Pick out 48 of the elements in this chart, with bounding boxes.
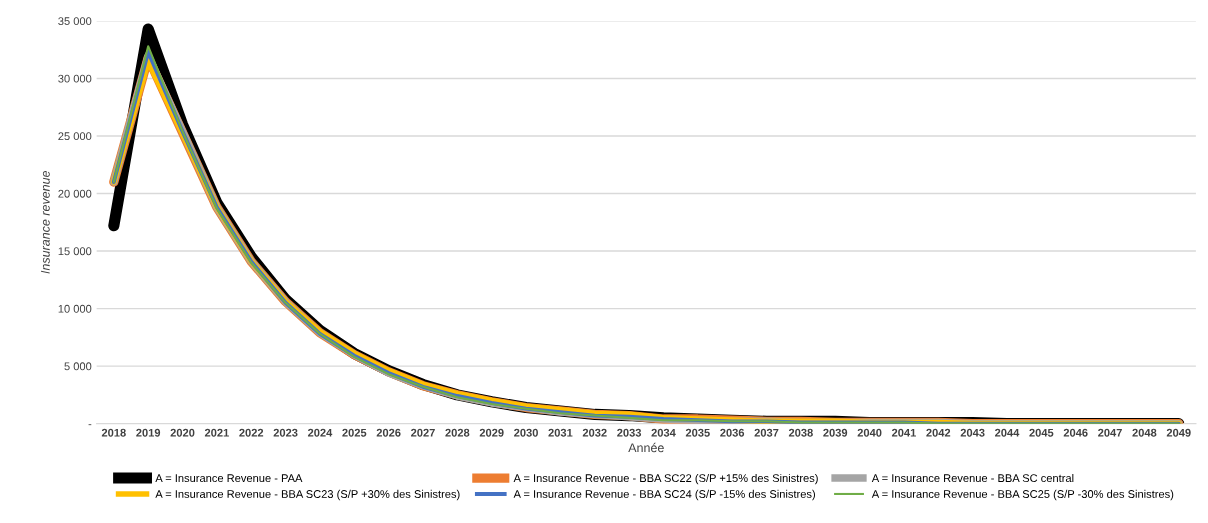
x-tick-label: 2045: [1029, 428, 1054, 437]
x-tick-label: 2030: [514, 428, 538, 437]
x-tick-label: 2027: [411, 428, 435, 437]
y-tick-label: 35 000: [58, 17, 92, 26]
x-tick-label: 2026: [376, 428, 401, 437]
x-tick-label: 2032: [582, 428, 607, 437]
x-tick-label: 2020: [170, 428, 195, 437]
y-axis-title: Insurance revenue: [41, 170, 50, 274]
x-tick-label: 2037: [754, 428, 779, 437]
x-tick-label: 2025: [342, 428, 367, 437]
x-tick-label: 2044: [995, 428, 1020, 437]
x-tick-label: 2028: [445, 428, 470, 437]
y-tick-label: 20 000: [58, 189, 92, 198]
x-tick-label: 2046: [1063, 428, 1088, 437]
legend-label: A = Insurance Revenue - BBA SC24 (S/P -15% des Sinistres): [513, 489, 815, 501]
x-tick-label: 2021: [204, 428, 229, 437]
y-tick-label: 30 000: [58, 74, 92, 83]
y-tick-label: 25 000: [58, 132, 92, 141]
x-tick-label: 2034: [651, 428, 676, 437]
x-tick-label: 2035: [685, 428, 710, 437]
legend-label: A = Insurance Revenue - BBA SC22 (S/P +15% des Sinistres): [513, 473, 818, 485]
x-tick-label: 2024: [307, 428, 333, 437]
legend-label: A = Insurance Revenue - PAA: [155, 474, 303, 483]
x-tick-label: 2018: [101, 428, 126, 437]
x-tick-label: 2041: [891, 428, 916, 437]
x-axis-title: Année: [628, 442, 664, 453]
y-tick-label: 5 000: [64, 362, 92, 371]
x-tick-label: 2038: [788, 428, 813, 437]
x-tick-label: 2019: [136, 428, 161, 437]
x-tick-label: 2048: [1132, 428, 1157, 437]
y-tick-label: 15 000: [58, 247, 92, 256]
x-tick-label: 2022: [239, 428, 264, 437]
x-tick-label: 2033: [617, 428, 642, 437]
x-tick-label: 2042: [926, 428, 951, 437]
x-tick-label: 2049: [1166, 428, 1191, 437]
x-tick-label: 2047: [1098, 428, 1122, 437]
y-tick-label: -: [88, 424, 92, 426]
x-tick-label: 2039: [823, 428, 848, 437]
legend-label: A = Insurance Revenue - BBA SC23 (S/P +30% des Sinistres): [155, 489, 460, 501]
x-tick-label: 2029: [479, 428, 504, 437]
legend-label: A = Insurance Revenue - BBA SC25 (S/P -30% des Sinistres): [871, 489, 1174, 501]
x-tick-label: 2036: [720, 428, 745, 437]
y-tick-label: 10 000: [58, 304, 92, 313]
x-tick-label: 2040: [857, 428, 882, 437]
x-tick-label: 2043: [960, 428, 985, 437]
x-tick-label: 2023: [273, 428, 298, 437]
x-tick-label: 2031: [548, 428, 573, 437]
legend-label: A = Insurance Revenue - BBA SC central: [871, 473, 1074, 483]
